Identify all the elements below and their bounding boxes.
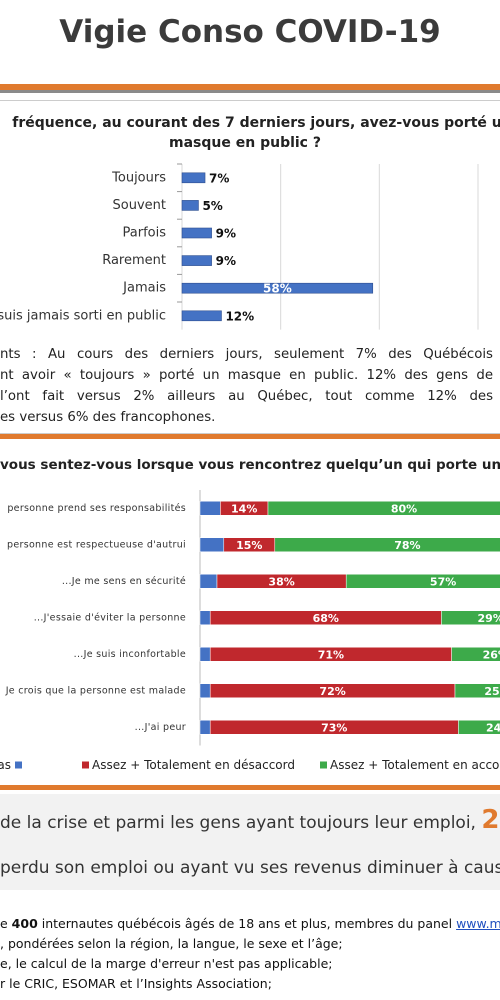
bar: [181, 255, 212, 266]
bar-segment: [454, 683, 500, 698]
y-tick-label: ...J'ai peur: [135, 722, 186, 733]
chart-title: vous sentez-vous lorsque vous rencontrez…: [0, 457, 500, 473]
data-label: 25%: [484, 685, 500, 698]
bar: [181, 282, 374, 294]
y-tick-label: Parfois: [123, 226, 167, 241]
footer-line: e, le calcul de la marge d'erreur n'est …: [0, 956, 333, 971]
panel: [0, 100, 500, 434]
y-tick-label: Toujours: [111, 170, 166, 185]
divider: [0, 434, 500, 439]
note-line: nts : Au cours des derniers jours, seule…: [0, 347, 493, 362]
footer-text: e: [0, 916, 12, 931]
bar-segment: [199, 610, 211, 625]
data-label: 12%: [225, 309, 254, 323]
y-tick-label: suis jamais sorti en public: [0, 308, 166, 323]
divider: [0, 785, 500, 790]
bar-segment: [441, 610, 500, 625]
bar: [181, 172, 206, 184]
legend-swatch: [320, 761, 327, 769]
data-label: 9%: [216, 227, 236, 241]
data-label: 24%: [486, 721, 500, 734]
legend-label: Ne sais pas: [0, 758, 11, 772]
banner-text: de la crise et parmi les gens ayant touj…: [0, 813, 476, 833]
page-title: Vigie Conso COVID-19: [59, 14, 441, 50]
bar-segment: [345, 574, 500, 589]
bar: [181, 227, 212, 239]
bar-segment: [199, 720, 211, 735]
footer-line: e 400 internautes québécois âgés de 18 a…: [0, 914, 500, 934]
y-tick-label: Jamais: [122, 281, 166, 296]
y-tick-label: Je crois que la personne est malade: [5, 685, 186, 696]
y-tick-label: ...Je suis inconfortable: [74, 649, 186, 660]
bar-segment: [458, 720, 500, 735]
bar-segment: [199, 683, 211, 698]
footer-text: internautes québécois âgés de 18 ans et …: [37, 916, 457, 931]
y-tick-label: ...J'essaie d'éviter la personne: [34, 612, 186, 623]
banner-line: de la crise et parmi les gens ayant touj…: [0, 805, 500, 835]
note: nts : Au cours des derniers jours, seule…: [0, 344, 493, 428]
data-label: 7%: [209, 171, 229, 185]
data-label: 14%: [231, 502, 257, 515]
y-tick-label: personne prend ses responsabilités: [7, 503, 186, 514]
note-line: nt avoir « toujours » porté un masque en…: [0, 368, 493, 383]
data-label: 9%: [216, 254, 236, 268]
y-tick-label: personne est respectueuse d'autrui: [7, 539, 186, 550]
data-label: 57%: [430, 575, 456, 588]
data-label: 29%: [478, 612, 500, 625]
data-label: 71%: [318, 648, 344, 661]
y-tick-label: Rarement: [102, 253, 166, 268]
legend-swatch: [82, 761, 89, 769]
banner-line: perdu son emploi ou ayant vu ses revenus…: [0, 858, 500, 878]
banner: [0, 794, 500, 890]
legend-swatch: [15, 761, 22, 769]
footer-text: 400: [11, 916, 38, 931]
divider: [0, 84, 500, 93]
bar-segment: [274, 537, 500, 552]
data-label: 68%: [313, 612, 339, 625]
note-line: l’ont fait versus 2% ailleurs au Québec,…: [0, 389, 493, 404]
note-line: es versus 6% des francophones.: [0, 410, 216, 425]
footer: e 400 internautes québécois âgés de 18 a…: [0, 914, 500, 994]
bar-segment: [199, 501, 221, 516]
link[interactable]: www.mbcompany.com: [456, 916, 500, 931]
data-label: 15%: [236, 539, 262, 552]
data-label: 78%: [394, 539, 420, 552]
bar: [181, 310, 222, 322]
data-label: 5%: [202, 199, 222, 213]
y-tick-label: ...Je me sens en sécurité: [62, 576, 186, 587]
bar-segment: [199, 574, 218, 589]
chart-2: vous sentez-vous lorsque vous rencontrez…: [0, 457, 500, 772]
footer-line: r le CRIC, ESOMAR et l’Insights Associat…: [0, 976, 272, 991]
footer-line: , pondérées selon la région, la langue, …: [0, 936, 343, 951]
legend-label: Assez + Totalement en accord: [330, 758, 500, 772]
bar-segment: [267, 501, 500, 516]
chart-1: fréquence, au courant des 7 derniers jou…: [0, 115, 500, 330]
bar-segment: [451, 647, 500, 662]
y-tick-label: Souvent: [113, 198, 166, 213]
legend-label: Assez + Totalement en désaccord: [92, 758, 295, 772]
bar: [181, 200, 199, 211]
data-label: 58%: [263, 282, 292, 296]
bar-segment: [199, 537, 225, 552]
data-label: 26%: [483, 648, 500, 661]
data-label: 72%: [319, 685, 345, 698]
chart-title: masque en public ?: [169, 135, 321, 151]
bar-segment: [199, 647, 211, 662]
data-label: 80%: [391, 502, 417, 515]
chart-title: fréquence, au courant des 7 derniers jou…: [12, 115, 500, 131]
banner-highlight: 27%: [481, 805, 500, 835]
data-label: 38%: [268, 575, 294, 588]
data-label: 73%: [321, 721, 347, 734]
